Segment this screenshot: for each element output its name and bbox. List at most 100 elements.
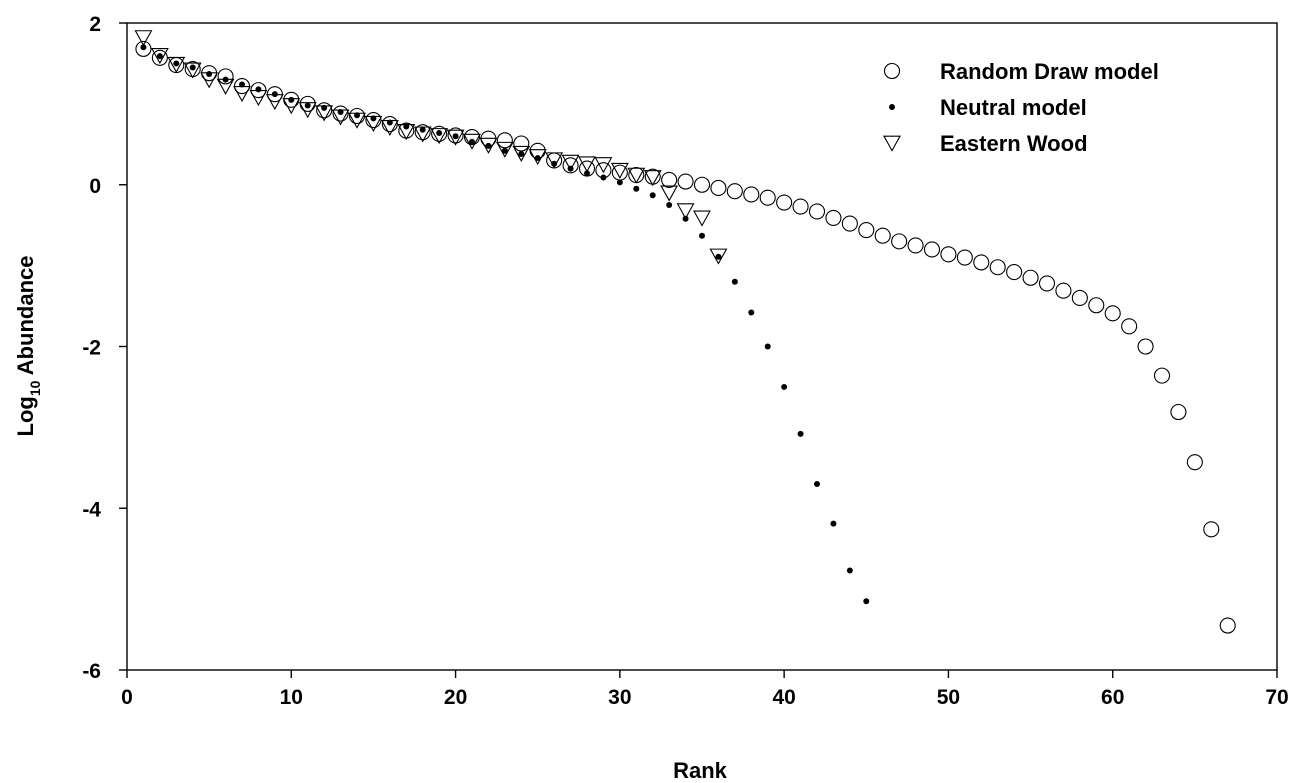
data-point — [304, 102, 311, 109]
data-point — [841, 215, 858, 232]
x-axis-title: Rank — [673, 758, 728, 783]
data-point — [923, 241, 941, 258]
data-point — [206, 70, 213, 77]
data-point — [1071, 289, 1088, 307]
x-tick-label: 40 — [772, 686, 795, 709]
data-point — [463, 133, 481, 150]
data-point — [446, 129, 465, 146]
data-point — [825, 209, 842, 226]
data-point — [693, 210, 711, 227]
data-point — [513, 135, 530, 152]
data-point — [661, 171, 678, 188]
data-point — [709, 248, 728, 265]
data-point — [1055, 282, 1072, 299]
data-point — [1121, 318, 1138, 335]
data-point — [1219, 617, 1236, 634]
data-point — [956, 249, 973, 266]
data-point — [660, 185, 679, 202]
data-point — [891, 233, 908, 250]
data-point — [989, 259, 1006, 276]
data-point — [156, 53, 163, 60]
data-point — [628, 166, 645, 184]
data-point — [633, 185, 640, 192]
data-point — [239, 81, 245, 88]
y-tick-label: -2 — [82, 337, 101, 360]
data-point — [594, 157, 613, 174]
data-point — [321, 104, 328, 111]
data-point — [436, 129, 443, 136]
data-point — [830, 520, 837, 527]
data-point — [354, 112, 360, 119]
data-point — [858, 221, 875, 239]
data-point — [222, 76, 229, 83]
data-point — [666, 201, 673, 208]
data-point — [189, 64, 196, 71]
data-point — [1203, 521, 1220, 538]
data-point — [337, 108, 344, 115]
data-point — [332, 105, 349, 122]
data-point — [874, 227, 891, 244]
data-point — [545, 152, 564, 169]
data-point — [414, 124, 431, 141]
data-point — [140, 44, 147, 51]
data-point — [431, 125, 448, 142]
data-point — [643, 170, 662, 187]
data-marks — [134, 30, 1236, 634]
series-neutral-model — [140, 44, 870, 605]
data-point — [528, 149, 547, 166]
data-point — [348, 107, 366, 125]
y-tick-label: 0 — [89, 175, 101, 198]
data-point — [1137, 338, 1154, 355]
x-axis: 0 10 20 30 40 50 60 70 — [121, 670, 1289, 709]
y-axis-title-rest: Abundance — [13, 256, 38, 381]
data-point — [649, 192, 656, 199]
data-point — [1186, 454, 1203, 471]
data-point — [512, 145, 531, 162]
data-point — [1088, 297, 1105, 314]
data-point — [907, 237, 924, 254]
data-point — [610, 162, 629, 179]
data-point — [1170, 403, 1187, 421]
data-point — [776, 194, 793, 211]
x-tick-label: 0 — [121, 686, 133, 709]
data-point — [731, 278, 738, 285]
data-point — [781, 383, 788, 390]
data-point — [469, 138, 475, 145]
plot-border — [126, 22, 1278, 671]
legend-marker — [889, 104, 895, 110]
data-point — [600, 174, 607, 181]
data-point — [1022, 269, 1039, 286]
data-point — [808, 203, 826, 220]
data-point — [551, 160, 558, 167]
data-point — [150, 47, 169, 65]
data-point — [616, 179, 623, 186]
data-point — [561, 154, 580, 171]
data-point — [479, 137, 498, 154]
data-point — [365, 112, 382, 129]
x-tick-label: 70 — [1265, 686, 1288, 709]
y-tick-label: 2 — [89, 13, 101, 36]
data-point — [699, 232, 705, 239]
data-point — [403, 123, 410, 130]
data-point — [797, 430, 804, 437]
data-point — [1006, 264, 1023, 281]
data-point — [726, 183, 743, 200]
y-axis-title: Log10 Abundance — [13, 256, 43, 437]
legend-label: Eastern Wood — [940, 131, 1088, 156]
data-point — [1153, 367, 1171, 384]
series-eastern-wood — [134, 30, 728, 265]
data-point — [676, 203, 695, 220]
legend-label: Neutral model — [940, 95, 1087, 120]
data-point — [430, 128, 449, 145]
x-tick-label: 50 — [937, 686, 960, 709]
data-point — [764, 343, 771, 350]
y-axis: -6 -4 -2 0 2 — [82, 13, 127, 683]
data-point — [578, 156, 596, 173]
data-point — [743, 186, 760, 203]
legend: Random Draw model Neutral model Eastern Wo… — [883, 59, 1159, 156]
data-point — [710, 179, 727, 197]
data-point — [682, 215, 689, 222]
data-point — [271, 91, 278, 98]
data-point — [584, 170, 590, 177]
